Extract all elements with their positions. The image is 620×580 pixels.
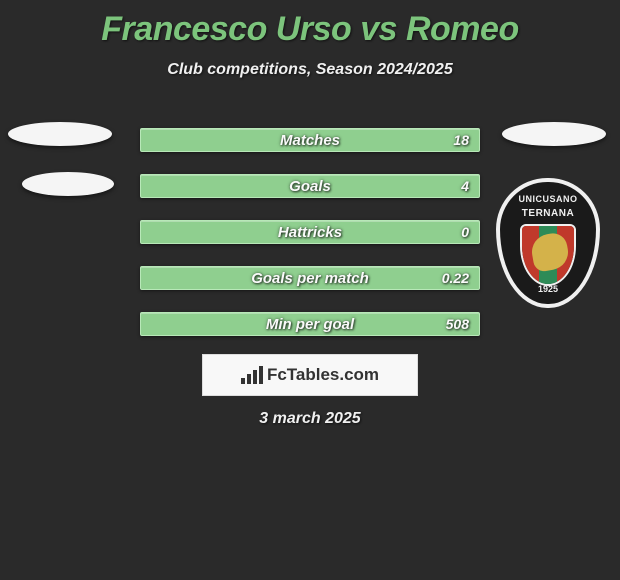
- bar-goals: Goals 4: [140, 174, 480, 198]
- stats-bars: Matches 18 Goals 4 Hattricks 0 Goals per…: [140, 128, 480, 358]
- bar-label: Goals: [141, 175, 479, 197]
- bar-label: Goals per match: [141, 267, 479, 289]
- bar-value: 18: [453, 129, 469, 151]
- left-ellipse-2: [22, 172, 114, 196]
- bar-min-per-goal: Min per goal 508: [140, 312, 480, 336]
- left-ellipse-1: [8, 122, 112, 146]
- date-text: 3 march 2025: [0, 410, 620, 428]
- footer-brand[interactable]: FcTables.com: [202, 354, 418, 396]
- crest-year: 1925: [500, 284, 596, 294]
- page-title: Francesco Urso vs Romeo: [0, 0, 620, 49]
- crest-outline: UNICUSANO TERNANA 1925: [496, 178, 600, 308]
- bar-value: 4: [461, 175, 469, 197]
- bar-value: 508: [446, 313, 469, 335]
- bar-label: Matches: [141, 129, 479, 151]
- subtitle: Club competitions, Season 2024/2025: [0, 61, 620, 79]
- bar-label: Min per goal: [141, 313, 479, 335]
- footer-brand-text: FcTables.com: [267, 365, 379, 385]
- club-crest: UNICUSANO TERNANA 1925: [496, 178, 600, 308]
- crest-shield: [520, 224, 576, 286]
- bar-value: 0.22: [442, 267, 469, 289]
- bar-chart-icon: [241, 366, 263, 384]
- crest-text-mid: TERNANA: [500, 208, 596, 219]
- left-badge-group: [8, 122, 118, 226]
- bar-value: 0: [461, 221, 469, 243]
- right-ellipse-1: [502, 122, 606, 146]
- crest-text-top: UNICUSANO: [500, 194, 596, 204]
- bar-goals-per-match: Goals per match 0.22: [140, 266, 480, 290]
- right-badge-group: [502, 122, 612, 146]
- bar-hattricks: Hattricks 0: [140, 220, 480, 244]
- bar-matches: Matches 18: [140, 128, 480, 152]
- bar-label: Hattricks: [141, 221, 479, 243]
